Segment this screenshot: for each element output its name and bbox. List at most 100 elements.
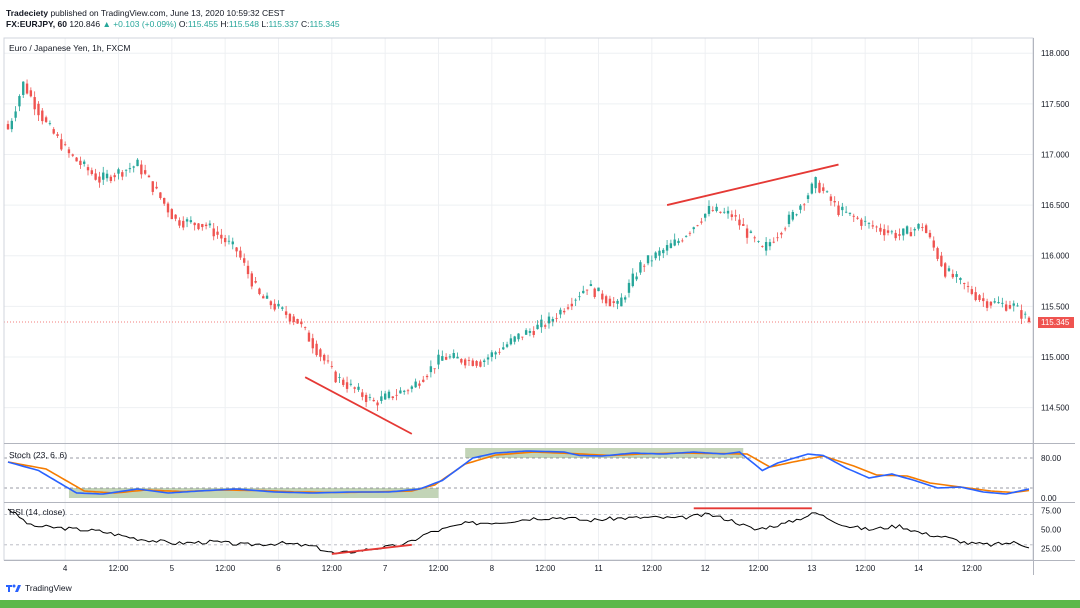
candle-body [776, 237, 779, 239]
open-label: O: [178, 19, 188, 29]
candle-body [955, 274, 958, 277]
low-label: L: [261, 19, 269, 29]
candle-body [825, 191, 829, 193]
candle-body [757, 241, 760, 242]
candle-body [208, 223, 212, 226]
candle-body [250, 273, 254, 287]
candle-body [612, 301, 615, 304]
candle-body [86, 167, 90, 171]
tradingview-logo-icon [6, 584, 21, 592]
candle-body [448, 356, 452, 358]
price-tick-label: 117.000 [1041, 150, 1070, 159]
candle-body [105, 173, 109, 179]
candle-body [570, 303, 574, 307]
candle-body [174, 214, 177, 219]
price-trendline [666, 163, 839, 206]
price-candles[interactable] [4, 79, 1033, 411]
candle-body [879, 227, 882, 232]
candle-body [635, 276, 638, 280]
candle-body [345, 382, 349, 389]
close-value: 115.345 [309, 19, 340, 29]
candle-body [662, 249, 665, 254]
rsi-line [7, 508, 1030, 555]
candle-body [414, 381, 417, 388]
candle-body [574, 299, 577, 301]
candle-body [696, 225, 699, 227]
candle-body [563, 310, 566, 313]
candle-body [1012, 303, 1015, 306]
candle-body [864, 220, 867, 222]
candle-body [258, 288, 261, 295]
chart-frame [3, 37, 1034, 561]
candle-body [601, 293, 604, 300]
candle-body [94, 173, 97, 180]
candle-body [620, 297, 623, 307]
stoch-zones [68, 448, 744, 498]
candle-body [433, 368, 436, 370]
rsi-tick-label: 25.00 [1041, 545, 1062, 554]
candle-body [67, 149, 71, 154]
candle-body [742, 224, 745, 226]
open-value: 115.455 [187, 19, 219, 29]
time-tick-label: 12 [701, 564, 710, 573]
time-tick-label: 12:00 [962, 564, 983, 573]
candle-body [170, 209, 173, 220]
bottom-accent-bar [0, 600, 1080, 608]
stoch-k-line [7, 450, 1030, 495]
candle-body [764, 242, 768, 251]
candle-body [806, 195, 810, 199]
close-label: C: [300, 19, 310, 29]
candle-body [395, 394, 398, 396]
candle-body [376, 402, 379, 406]
candle-body [521, 336, 524, 338]
candle-body [936, 248, 939, 259]
candle-body [589, 284, 593, 287]
candle-body [707, 205, 711, 214]
candle-body [143, 170, 147, 174]
candle-body [79, 160, 82, 165]
candle-body [212, 228, 215, 237]
candle-body [559, 309, 562, 315]
candle-body [928, 232, 932, 238]
main-pane-title: Euro / Japanese Yen, 1h, FXCM [9, 43, 130, 53]
candle-body [547, 316, 551, 324]
candle-body [14, 111, 17, 118]
candle-body [10, 120, 13, 130]
candle-body [639, 262, 642, 273]
candle-body [749, 231, 753, 233]
candle-body [292, 316, 295, 322]
candle-body [311, 338, 314, 349]
candle-body [1004, 304, 1008, 311]
candle-body [1016, 305, 1019, 307]
candle-body [734, 215, 737, 217]
candle-body [551, 318, 554, 322]
candle-body [361, 392, 364, 397]
rsi-trendline [331, 543, 412, 555]
candle-body [703, 213, 707, 218]
price-change: ▲ +0.103 (+0.09%) [102, 19, 177, 29]
candle-body [182, 220, 185, 228]
candle-body [315, 343, 318, 356]
indicator-lines [7, 450, 1030, 555]
candle-body [52, 129, 55, 134]
candle-body [193, 222, 196, 226]
candle-body [479, 361, 482, 367]
candle-body [745, 228, 749, 238]
candle-body [273, 303, 276, 310]
candle-body [726, 210, 730, 214]
candle-body [288, 313, 292, 322]
candle-body [684, 236, 688, 237]
candle-body [83, 161, 86, 164]
candle-body [566, 307, 570, 309]
candle-body [608, 298, 612, 307]
time-tick-label: 13 [807, 564, 816, 573]
candle-body [444, 356, 448, 360]
candle-body [761, 246, 764, 247]
candle-body [307, 332, 311, 342]
candle-body [60, 139, 63, 150]
candle-body [681, 240, 684, 242]
rsi-pane-title: RSI (14, close) [9, 507, 65, 517]
candle-body [513, 336, 516, 342]
candle-body [441, 356, 444, 361]
